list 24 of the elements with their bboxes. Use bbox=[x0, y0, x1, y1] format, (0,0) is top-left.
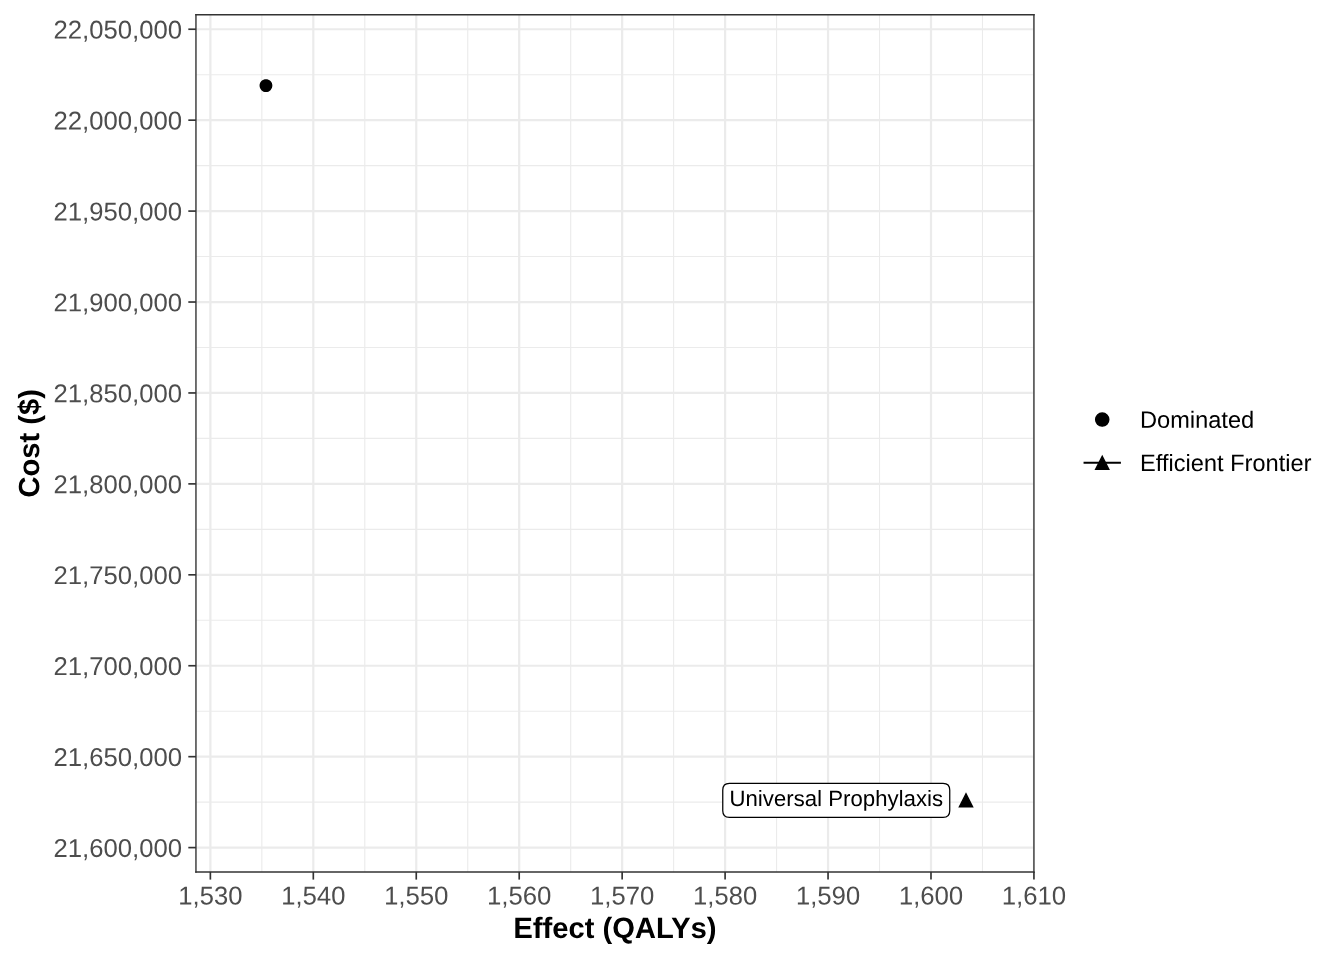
legend-label: Dominated bbox=[1141, 410, 1253, 429]
y-tick-label: 21,950,000 bbox=[54, 202, 182, 224]
x-tick-label: 1,550 bbox=[386, 886, 448, 908]
x-tick-label: 1,540 bbox=[283, 886, 345, 908]
x-tick-label: 1,530 bbox=[180, 886, 242, 908]
y-tick-label: 22,000,000 bbox=[54, 111, 182, 133]
y-tick-label: 21,600,000 bbox=[54, 838, 182, 861]
y-axis-title: Cost ($) bbox=[17, 390, 46, 497]
y-tick-label: 22,050,000 bbox=[54, 20, 182, 42]
y-tick-label: 21,750,000 bbox=[54, 566, 182, 588]
x-tick-label: 1,610 bbox=[1003, 886, 1066, 908]
x-tick-label: 1,560 bbox=[489, 886, 551, 908]
x-tick-label: 1,570 bbox=[591, 886, 654, 908]
legend-label: Efficient Frontier bbox=[1141, 453, 1312, 472]
y-tick-label: 21,850,000 bbox=[54, 384, 182, 406]
y-tick-label: 21,700,000 bbox=[54, 657, 182, 679]
x-tick-label: 1,600 bbox=[900, 886, 963, 908]
x-tick-label: 1,580 bbox=[694, 886, 757, 908]
annotation: Universal Prophylaxis bbox=[731, 789, 943, 811]
x-axis-title: Effect (QALYs) bbox=[515, 916, 716, 944]
y-tick-label: 21,900,000 bbox=[54, 293, 182, 315]
y-tick-label: 21,800,000 bbox=[54, 475, 182, 497]
x-tick-label: 1,590 bbox=[797, 886, 860, 908]
y-tick-label: 21,650,000 bbox=[54, 748, 182, 770]
